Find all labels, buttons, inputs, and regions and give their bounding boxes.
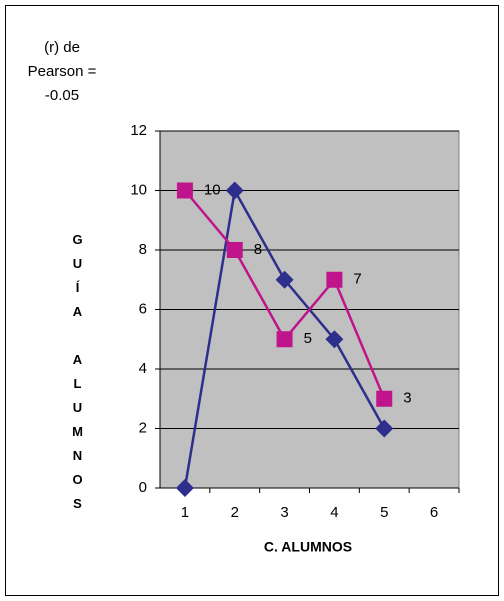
marker [375,419,394,438]
marker [326,271,343,288]
data-label: 8 [254,241,262,258]
y-tick-label: 10 [130,181,147,198]
x-tick-label: 3 [280,504,288,521]
annotation: (r) de [44,39,80,56]
x-tick-label: 5 [380,504,388,521]
marker [175,479,194,497]
x-tick-label: 6 [430,504,438,521]
y-tick-label: 4 [139,360,147,377]
y-tick-label: 0 [139,479,147,496]
data-label: 7 [353,271,361,288]
x-tick-label: 2 [231,504,239,521]
marker [276,331,293,348]
x-tick-label: 1 [181,504,189,521]
data-label: 10 [204,181,221,198]
annotation: Pearson = [28,63,97,80]
y-tick-label: 2 [139,419,147,436]
marker [226,242,243,258]
marker [225,181,244,200]
annotation: -0.05 [45,87,79,104]
y-tick-label: 8 [139,241,147,258]
x-axis-title: C. ALUMNOS [264,539,352,555]
marker [275,270,294,289]
y-axis-title: GUÍA ALUMNOS [70,232,85,520]
marker [376,390,393,407]
y-tick-label: 12 [130,122,147,139]
data-label: 3 [403,390,411,407]
x-tick-label: 4 [330,504,338,521]
data-label: 5 [304,330,312,347]
marker [176,182,193,199]
marker [325,330,344,349]
y-tick-label: 6 [139,300,147,317]
